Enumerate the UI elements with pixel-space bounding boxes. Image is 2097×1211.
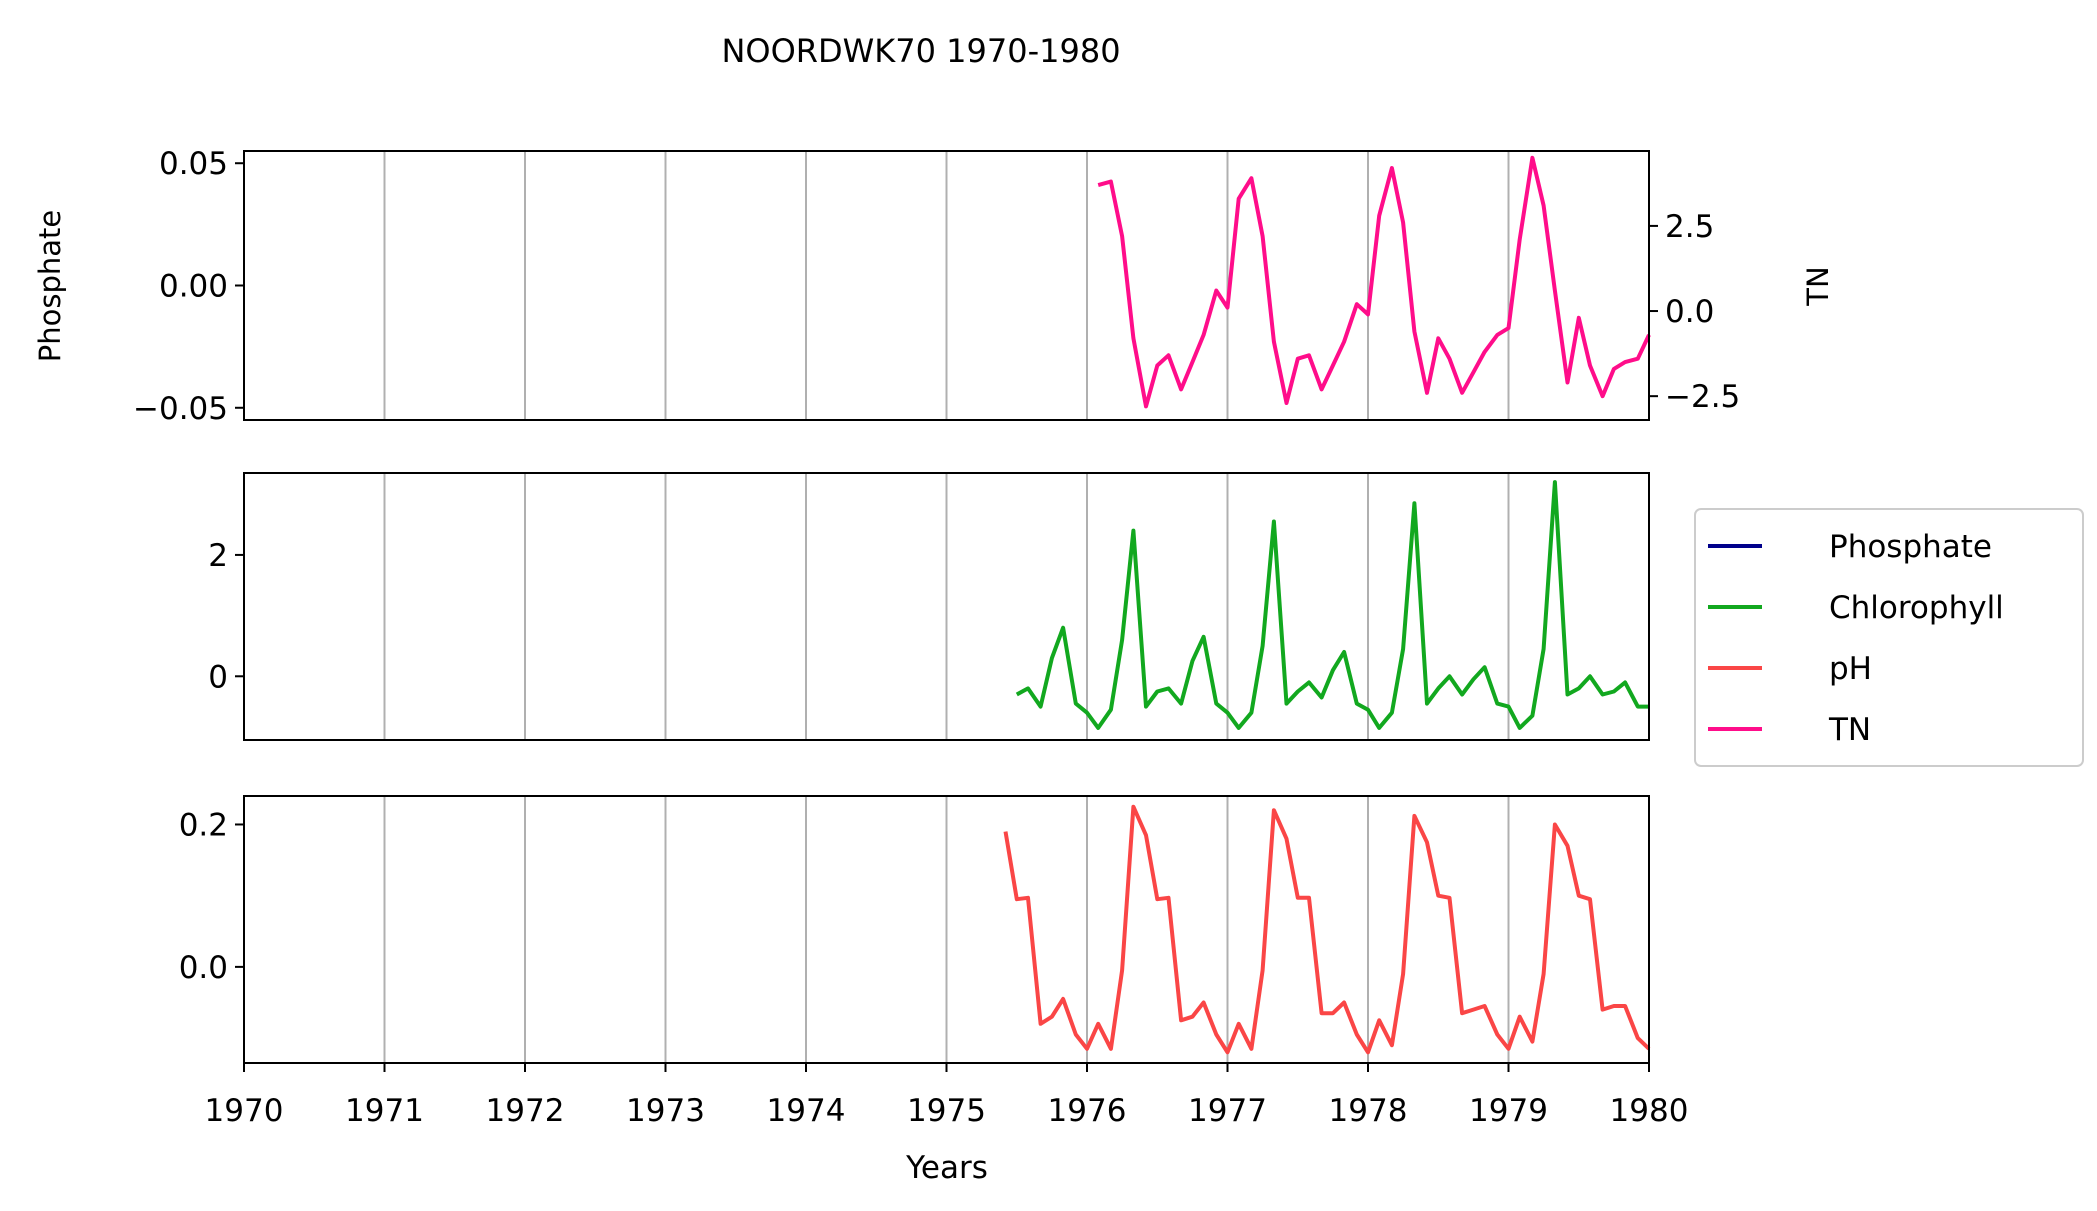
x-tick-label: 1973 xyxy=(626,1093,705,1129)
x-tick-label: 1976 xyxy=(1048,1093,1127,1129)
x-tick-label: 1980 xyxy=(1610,1093,1689,1129)
y-right-tick-label: 2.5 xyxy=(1665,209,1714,245)
series-bottom xyxy=(1003,804,1651,1055)
x-tick-label: 1974 xyxy=(767,1093,846,1129)
series-line-chlorophyll xyxy=(1015,480,1649,730)
yticks-left-top: 0.05 0.00 −0.05 xyxy=(133,146,244,427)
legend-label-chlorophyll: Chlorophyll xyxy=(1829,590,2004,626)
yticks-middle: 20 xyxy=(208,538,244,695)
legend-label-phosphate: Phosphate xyxy=(1829,529,1992,565)
x-tick-label: 1977 xyxy=(1188,1093,1267,1129)
y-tick-label: 2 xyxy=(208,538,228,574)
panel-top: 0.05 0.00 −0.05 2.5 0.0 −2.5 Phosphate TN xyxy=(33,146,1835,427)
x-tick-label: 1972 xyxy=(486,1093,565,1129)
ylabel-right-top: TN xyxy=(1801,266,1835,306)
y-right-tick-label: −2.5 xyxy=(1665,379,1740,415)
axes-frame-middle xyxy=(243,472,1650,741)
series-line-ph xyxy=(1003,804,1651,1055)
y-tick-label: 0 xyxy=(208,659,228,695)
legend-items: Phosphate Chlorophyll pH TN xyxy=(1708,529,2004,748)
x-axis-label: Years xyxy=(905,1150,988,1186)
series-line-tn xyxy=(1097,155,1651,409)
ylabel-left-top: Phosphate xyxy=(33,210,67,363)
yticks-bottom: 0.2 0.0 xyxy=(179,807,244,986)
series-top xyxy=(1097,155,1651,409)
y-right-tick-label: 0.0 xyxy=(1665,294,1714,330)
x-tick-label: 1970 xyxy=(205,1093,284,1129)
x-tick-label: 1979 xyxy=(1469,1093,1548,1129)
x-tick-label: 1971 xyxy=(345,1093,424,1129)
y-tick-label: 0.0 xyxy=(179,950,228,986)
y-tick-label: 0.00 xyxy=(159,269,228,305)
y-tick-label: 0.05 xyxy=(159,146,228,182)
x-tick-label: 1975 xyxy=(907,1093,986,1129)
yticks-right-top: 2.5 0.0 −2.5 xyxy=(1649,209,1740,415)
grid-bottom xyxy=(383,796,1510,1063)
panel-bottom: 0.20.0 1970 1971 1972 1973 1974 1975 1976 1977 1… xyxy=(179,795,1689,1129)
legend: Phosphate Chlorophyll pH TN xyxy=(1694,508,2084,767)
y-tick-label: 0.2 xyxy=(179,807,228,843)
xticks-bottom: 1970 1971 1972 1973 1974 1975 1976 1977 1978 1979… xyxy=(205,1063,1689,1129)
x-tick-label: 1978 xyxy=(1329,1093,1408,1129)
series-middle xyxy=(1015,480,1649,730)
grid-top xyxy=(383,151,1510,420)
legend-frame xyxy=(1694,508,2084,767)
grid-middle xyxy=(383,473,1510,740)
legend-label-tn: TN xyxy=(1828,712,1871,748)
legend-label-ph: pH xyxy=(1829,651,1872,687)
y-tick-label: −0.05 xyxy=(133,391,228,427)
panel-middle: 20 xyxy=(208,472,1650,741)
chart-title: NOORDWK70 1970-1980 xyxy=(721,32,1120,70)
